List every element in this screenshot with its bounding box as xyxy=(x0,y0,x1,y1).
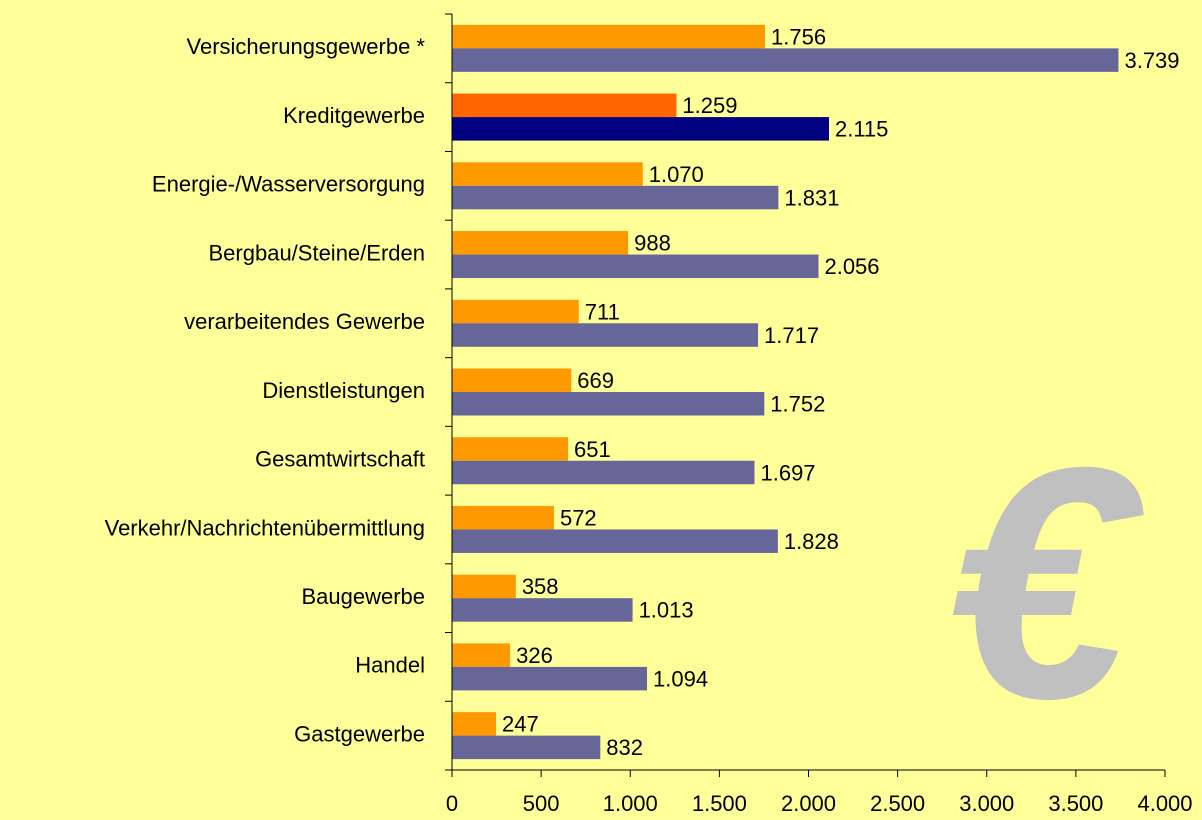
value-label: 832 xyxy=(606,735,643,760)
bar xyxy=(452,185,779,210)
bar xyxy=(452,529,778,553)
category-label: Baugewerbe xyxy=(301,584,425,609)
value-label: 1.756 xyxy=(771,24,826,49)
x-tick-label: 0 xyxy=(446,791,458,816)
value-label: 1.697 xyxy=(760,460,815,485)
bar xyxy=(452,712,497,736)
value-label: 1.259 xyxy=(682,93,737,118)
bar xyxy=(452,368,572,392)
value-label: 988 xyxy=(634,231,671,256)
bar xyxy=(452,299,579,324)
category-label: Gesamtwirtschaft xyxy=(255,447,425,472)
value-label: 2.056 xyxy=(824,254,879,279)
x-tick-label: 2.500 xyxy=(870,791,925,816)
bar xyxy=(452,392,765,416)
value-label: 1.717 xyxy=(764,323,819,348)
category-label: Verkehr/Nachrichtenübermittlung xyxy=(105,515,425,540)
value-label: 1.094 xyxy=(653,666,708,691)
bar xyxy=(452,117,829,141)
bar xyxy=(452,574,516,599)
value-label: 3.739 xyxy=(1124,48,1179,73)
value-label: 669 xyxy=(577,368,614,393)
x-tick-label: 1.500 xyxy=(692,791,747,816)
value-label: 572 xyxy=(560,506,597,531)
bar xyxy=(452,254,819,279)
x-tick-label: 3.000 xyxy=(959,791,1014,816)
bar xyxy=(452,24,766,49)
x-tick-label: 500 xyxy=(523,791,560,816)
bar xyxy=(452,323,759,347)
category-label: Energie-/Wasserversorgung xyxy=(152,172,425,197)
bar xyxy=(452,460,755,485)
value-label: 1.828 xyxy=(784,529,839,554)
category-label: Dienstleistungen xyxy=(262,378,425,403)
value-label: 1.752 xyxy=(770,392,825,417)
value-label: 247 xyxy=(502,712,539,737)
category-label: Kreditgewerbe xyxy=(283,103,425,128)
x-tick-label: 4.000 xyxy=(1137,791,1192,816)
value-label: 326 xyxy=(516,643,553,668)
x-tick-label: 3.500 xyxy=(1048,791,1103,816)
x-tick-label: 2.000 xyxy=(781,791,836,816)
value-label: 1.831 xyxy=(784,185,839,210)
bar xyxy=(452,735,601,760)
bar xyxy=(452,437,569,461)
bar xyxy=(452,505,554,530)
category-label: Bergbau/Steine/Erden xyxy=(209,240,426,265)
bar xyxy=(452,643,511,667)
bar xyxy=(452,231,629,255)
value-label: 2.115 xyxy=(835,117,888,142)
category-label: verarbeitendes Gewerbe xyxy=(184,309,425,334)
value-label: 1.013 xyxy=(639,598,694,623)
bar xyxy=(452,598,633,622)
euro-watermark: € xyxy=(948,398,1144,767)
bar xyxy=(452,48,1119,72)
value-label: 1.070 xyxy=(649,162,704,187)
value-label: 358 xyxy=(522,574,559,599)
bar xyxy=(452,93,677,118)
category-label: Gastgewerbe xyxy=(294,721,425,746)
bar xyxy=(452,666,648,691)
bar xyxy=(452,162,643,186)
value-label: 651 xyxy=(574,437,611,462)
x-tick-label: 1.000 xyxy=(603,791,658,816)
category-label: Versicherungsgewerbe * xyxy=(187,34,426,59)
category-label: Handel xyxy=(355,653,425,678)
value-label: 711 xyxy=(585,299,620,324)
